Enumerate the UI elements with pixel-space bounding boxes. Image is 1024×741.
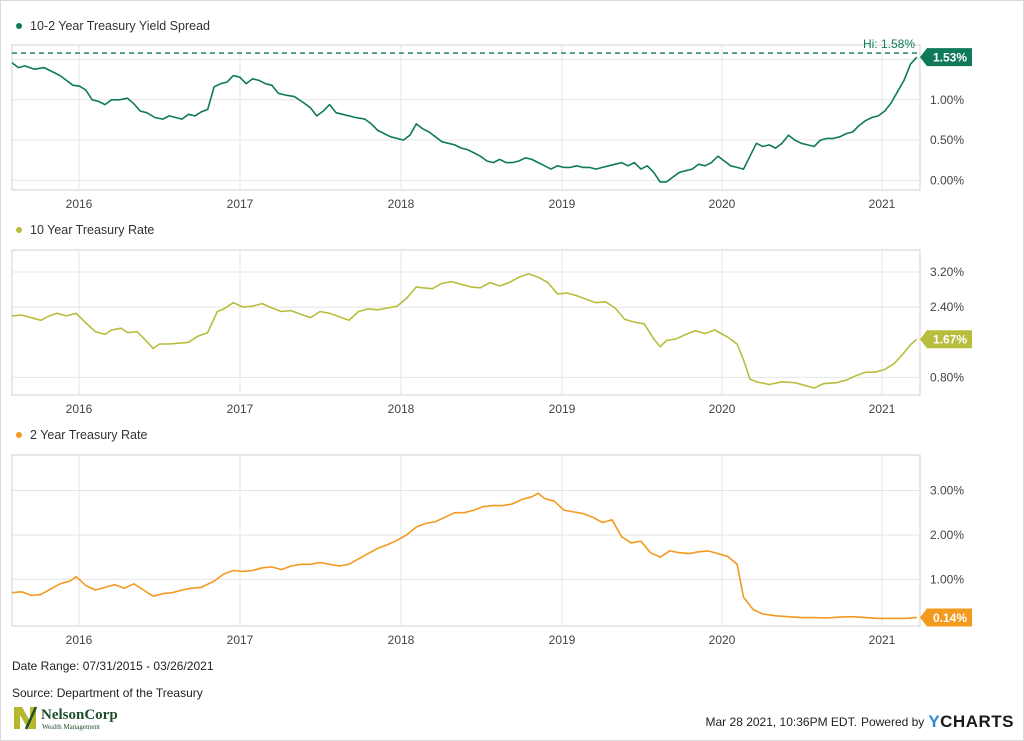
x-tick-label: 2017 xyxy=(227,633,254,647)
y-tick-label: 2.00% xyxy=(930,528,964,542)
y-tick-label: 0.00% xyxy=(930,173,964,187)
legend-spread: 10-2 Year Treasury Yield Spread xyxy=(16,19,210,33)
y-tick-label: 3.20% xyxy=(930,265,964,279)
current-value-tag: 1.67% xyxy=(920,330,972,349)
x-tick-label: 2017 xyxy=(227,402,254,416)
x-tick-label: 2020 xyxy=(709,633,736,647)
legend-label-10yr: 10 Year Treasury Rate xyxy=(30,223,155,237)
chart-panel-1: 2016 2017 2018 2019 2020 2021 0.00% 0.50% 1.00% 1… xyxy=(11,37,972,211)
legend-dot-10yr xyxy=(16,227,22,233)
nelsoncorp-logo: NelsonCorp Wealth Management xyxy=(14,706,118,731)
x-tick-label: 2019 xyxy=(549,197,576,211)
current-value-tag: 1.53% xyxy=(920,48,972,67)
current-value-label: 0.14% xyxy=(933,611,967,625)
x-tick-label: 2016 xyxy=(66,402,93,416)
y-tick-label: 1.00% xyxy=(930,93,964,107)
x-tick-label: 2016 xyxy=(66,633,93,647)
legend-2yr: 2 Year Treasury Rate xyxy=(16,428,147,442)
y-tick-label: 0.80% xyxy=(930,370,964,384)
plot-area xyxy=(11,44,921,191)
x-tick-label: 2021 xyxy=(869,402,896,416)
logo-sub: Wealth Management xyxy=(42,723,100,731)
x-tick-label: 2021 xyxy=(869,197,896,211)
chart-panel-3: 2016 2017 2018 2019 2020 2021 1.00% 2.00% 3.00% 0… xyxy=(11,454,972,647)
current-value-tag-bg xyxy=(920,330,972,349)
current-value-tag-bg xyxy=(920,48,972,67)
x-tick-label: 2021 xyxy=(869,633,896,647)
powered-by: Powered by xyxy=(860,715,925,729)
footer-stamp: Mar 28 2021, 10:36PM EDT. Powered by YCH… xyxy=(706,712,1014,732)
series-line xyxy=(11,56,918,183)
series-line xyxy=(11,492,917,620)
legend-label-2yr: 2 Year Treasury Rate xyxy=(30,428,148,442)
ycharts-logo-y: Y xyxy=(928,712,941,731)
date-range: Date Range: 07/31/2015 - 03/26/2021 xyxy=(12,659,214,673)
source-text: Source: Department of the Treasury xyxy=(12,686,203,700)
x-tick-label: 2018 xyxy=(388,402,415,416)
series-line xyxy=(11,272,918,389)
legend-dot-2yr xyxy=(16,432,22,438)
y-tick-label: 3.00% xyxy=(930,484,964,498)
legend-dot-spread xyxy=(16,23,22,29)
legend-label-spread: 10-2 Year Treasury Yield Spread xyxy=(30,19,210,33)
y-tick-label: 2.40% xyxy=(930,300,964,314)
ycharts-logo[interactable]: YCHARTS xyxy=(928,712,1014,732)
legend-10yr: 10 Year Treasury Rate xyxy=(16,223,154,237)
x-tick-label: 2018 xyxy=(388,197,415,211)
y-tick-label: 0.50% xyxy=(930,133,964,147)
current-value-label: 1.53% xyxy=(933,51,967,65)
plot-area xyxy=(11,249,921,396)
current-value-tag-bg xyxy=(920,608,972,627)
x-tick-label: 2018 xyxy=(388,633,415,647)
current-value-label: 1.67% xyxy=(933,333,967,347)
high-label: Hi: 1.58% xyxy=(863,37,915,51)
timestamp: Mar 28 2021, 10:36PM EDT. xyxy=(705,715,857,729)
x-tick-label: 2020 xyxy=(709,197,736,211)
logo-name: NelsonCorp xyxy=(41,707,118,723)
x-tick-label: 2017 xyxy=(227,197,254,211)
x-tick-label: 2019 xyxy=(549,633,576,647)
x-tick-label: 2019 xyxy=(549,402,576,416)
ycharts-logo-rest: CHARTS xyxy=(940,712,1014,731)
x-tick-label: 2016 xyxy=(66,197,93,211)
current-value-tag: 0.14% xyxy=(920,608,972,627)
x-tick-label: 2020 xyxy=(709,402,736,416)
chart-panel-2: 2016 2017 2018 2019 2020 2021 0.80% 2.40% 3.20% 1… xyxy=(11,249,972,416)
y-tick-label: 1.00% xyxy=(930,572,964,586)
plot-area xyxy=(11,454,921,627)
